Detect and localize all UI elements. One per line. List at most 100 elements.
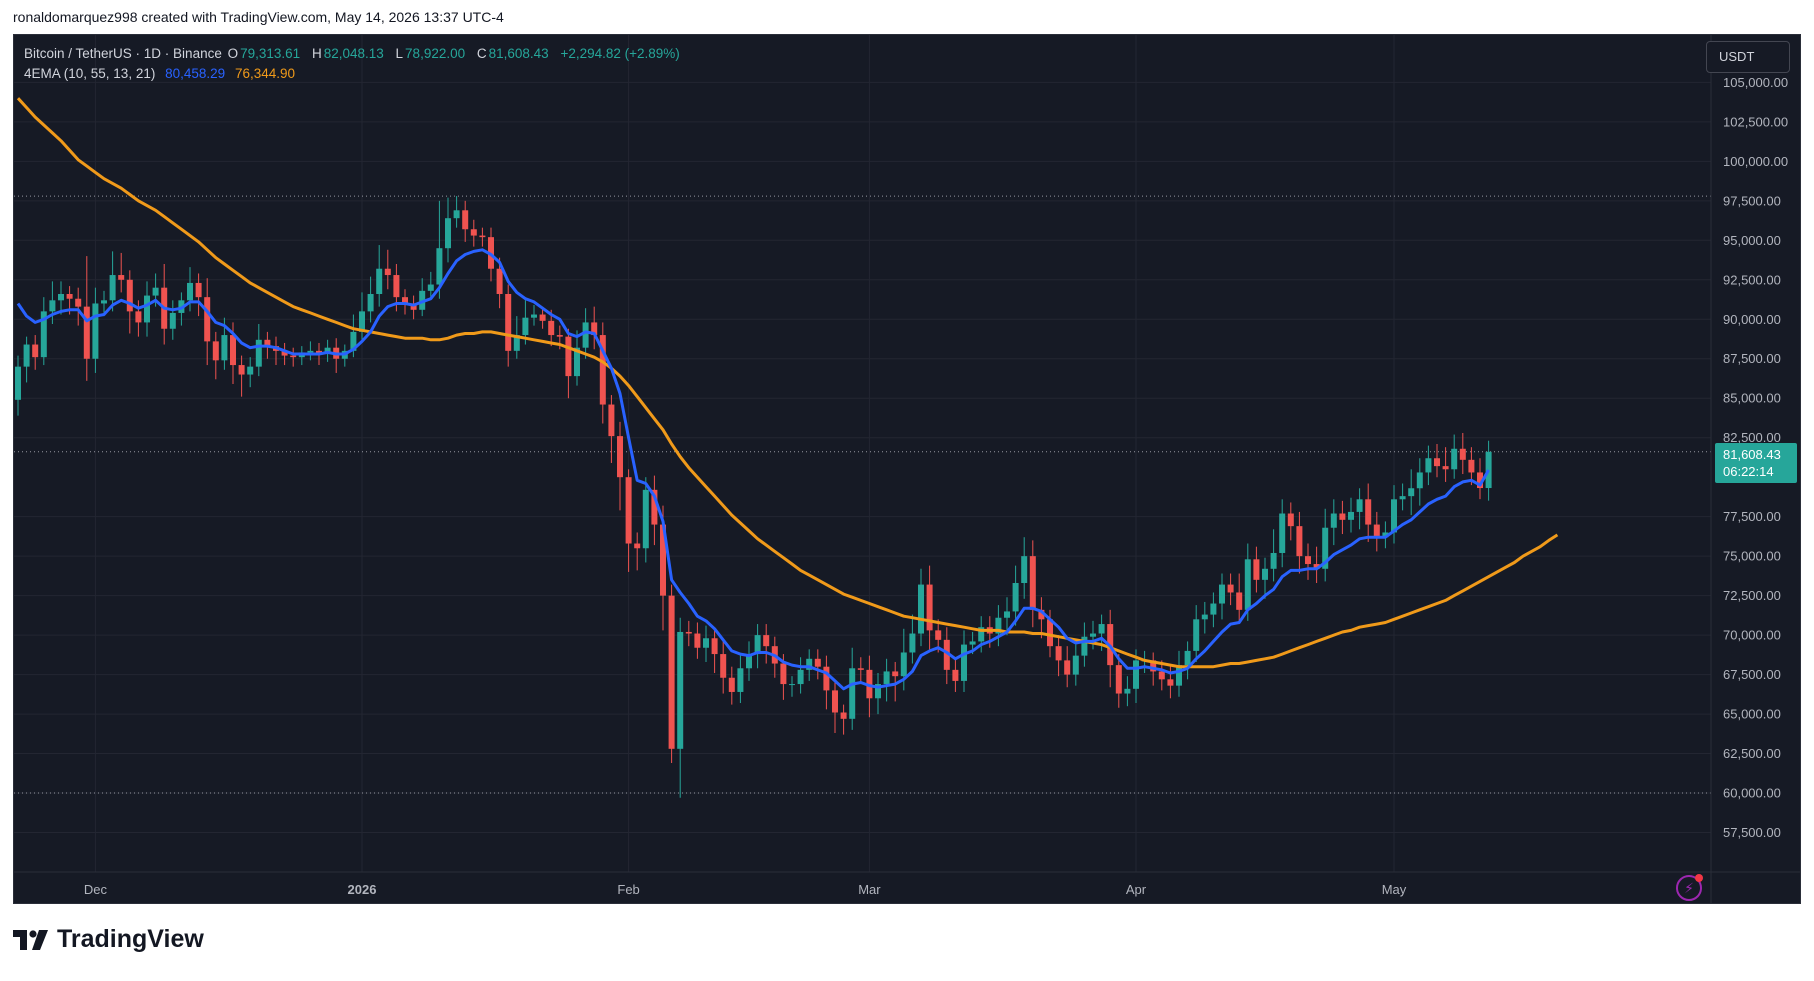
candle[interactable]	[1373, 511, 1380, 552]
candle[interactable]	[625, 469, 632, 572]
chart-panel[interactable]: 105,000.00 102,500.00 100,000.00 97,500.00 9…	[13, 34, 1801, 904]
candle[interactable]	[703, 625, 709, 662]
candle[interactable]	[1348, 497, 1354, 533]
candle[interactable]	[204, 278, 211, 366]
candle[interactable]	[1253, 546, 1260, 593]
candle[interactable]	[1227, 573, 1234, 606]
candle[interactable]	[359, 292, 365, 340]
candle[interactable]	[531, 305, 537, 326]
candle[interactable]	[668, 584, 675, 764]
candle[interactable]	[591, 306, 598, 350]
candle[interactable]	[1408, 469, 1415, 516]
candle[interactable]	[875, 673, 881, 715]
candle[interactable]	[720, 641, 727, 694]
candle[interactable]	[1270, 529, 1277, 582]
candle[interactable]	[892, 661, 899, 702]
candle[interactable]	[823, 655, 830, 710]
candle[interactable]	[333, 338, 340, 373]
candle[interactable]	[101, 290, 107, 317]
candle[interactable]	[15, 355, 21, 416]
candle[interactable]	[376, 245, 383, 307]
candle[interactable]	[126, 270, 133, 334]
candle[interactable]	[1158, 660, 1165, 691]
candle[interactable]	[926, 565, 933, 651]
candle[interactable]	[238, 355, 245, 397]
candle[interactable]	[255, 324, 262, 377]
candle[interactable]	[754, 624, 761, 669]
candle[interactable]	[1279, 499, 1286, 568]
candle[interactable]	[247, 357, 254, 388]
candle[interactable]	[1313, 546, 1320, 583]
candle[interactable]	[1468, 447, 1475, 486]
candle[interactable]	[410, 295, 417, 320]
lightning-icon[interactable]: ⚡	[1676, 874, 1703, 901]
indicator-title[interactable]: 4EMA (10, 55, 13, 21)	[24, 66, 156, 81]
candle[interactable]	[470, 219, 477, 247]
candle[interactable]	[728, 666, 735, 705]
candle[interactable]	[1425, 445, 1432, 486]
price-chart[interactable]: 105,000.00 102,500.00 100,000.00 97,500.00 9…	[14, 35, 1800, 903]
candle[interactable]	[1399, 483, 1406, 511]
candle[interactable]	[574, 330, 580, 386]
candle[interactable]	[617, 421, 623, 511]
candle[interactable]	[1210, 592, 1217, 628]
candle[interactable]	[505, 284, 512, 367]
candle[interactable]	[961, 630, 967, 692]
candle[interactable]	[1339, 500, 1346, 535]
candle[interactable]	[1305, 543, 1311, 580]
candle[interactable]	[832, 682, 838, 734]
candle[interactable]	[1193, 605, 1200, 662]
candle[interactable]	[496, 257, 503, 309]
candle[interactable]	[883, 658, 890, 702]
candle[interactable]	[462, 200, 469, 242]
candle[interactable]	[23, 336, 30, 383]
candle[interactable]	[1012, 565, 1019, 626]
candle[interactable]	[1330, 499, 1337, 546]
candle[interactable]	[763, 624, 770, 664]
candle[interactable]	[92, 287, 99, 373]
candle[interactable]	[737, 654, 744, 704]
candle[interactable]	[58, 281, 64, 315]
candle[interactable]	[806, 649, 813, 681]
candle[interactable]	[1391, 485, 1397, 544]
candle[interactable]	[608, 395, 615, 463]
candle[interactable]	[32, 335, 39, 370]
ema-slow-line[interactable]	[16, 97, 1559, 669]
candle[interactable]	[539, 306, 546, 329]
candle[interactable]	[109, 251, 116, 312]
candle[interactable]	[307, 341, 314, 361]
candle[interactable]	[634, 532, 641, 571]
candle[interactable]	[479, 227, 486, 247]
candle[interactable]	[1124, 676, 1131, 707]
candle[interactable]	[1442, 447, 1449, 482]
candle[interactable]	[651, 475, 658, 546]
candle[interactable]	[341, 344, 348, 367]
candle[interactable]	[118, 252, 125, 293]
candle[interactable]	[918, 568, 924, 647]
candle[interactable]	[367, 276, 374, 323]
candle[interactable]	[1296, 511, 1303, 574]
candle[interactable]	[1236, 573, 1243, 625]
candle[interactable]	[1176, 650, 1182, 697]
candle[interactable]	[599, 322, 606, 424]
candle[interactable]	[281, 342, 288, 366]
candle[interactable]	[453, 196, 460, 228]
candle[interactable]	[1184, 641, 1191, 680]
candle[interactable]	[324, 339, 331, 362]
candle[interactable]	[1004, 597, 1010, 636]
candle[interactable]	[565, 328, 572, 399]
candle[interactable]	[840, 704, 847, 735]
candle[interactable]	[195, 273, 202, 317]
candle[interactable]	[273, 336, 279, 366]
candle[interactable]	[1072, 644, 1079, 686]
candle[interactable]	[1365, 483, 1372, 542]
candle[interactable]	[814, 649, 821, 680]
candle[interactable]	[943, 627, 950, 685]
candle[interactable]	[402, 289, 408, 315]
candle[interactable]	[419, 278, 426, 317]
ema-fast-line[interactable]	[16, 248, 1490, 691]
candle[interactable]	[1459, 432, 1466, 475]
candle[interactable]	[1262, 557, 1268, 599]
candle[interactable]	[1029, 540, 1036, 628]
candle[interactable]	[1115, 654, 1122, 708]
